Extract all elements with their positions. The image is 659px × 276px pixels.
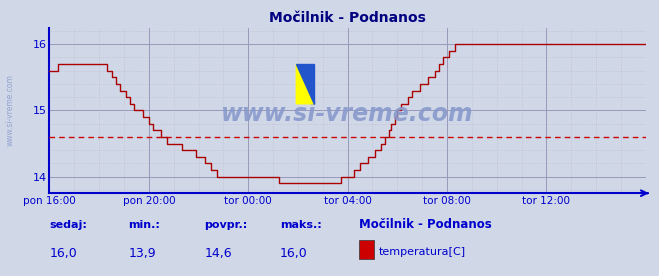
Text: Močilnik - Podnanos: Močilnik - Podnanos [359, 218, 492, 231]
Text: 16,0: 16,0 [280, 247, 308, 260]
Text: 14,6: 14,6 [204, 247, 232, 260]
Text: sedaj:: sedaj: [49, 220, 87, 230]
Text: 13,9: 13,9 [129, 247, 156, 260]
Text: www.si-vreme.com: www.si-vreme.com [221, 102, 474, 126]
Text: temperatura[C]: temperatura[C] [379, 247, 466, 257]
Polygon shape [297, 64, 314, 104]
Text: maks.:: maks.: [280, 220, 322, 230]
Polygon shape [297, 64, 314, 104]
Text: min.:: min.: [129, 220, 160, 230]
Text: 16,0: 16,0 [49, 247, 77, 260]
Text: povpr.:: povpr.: [204, 220, 248, 230]
Text: www.si-vreme.com: www.si-vreme.com [5, 75, 14, 146]
Title: Močilnik - Podnanos: Močilnik - Podnanos [269, 11, 426, 25]
